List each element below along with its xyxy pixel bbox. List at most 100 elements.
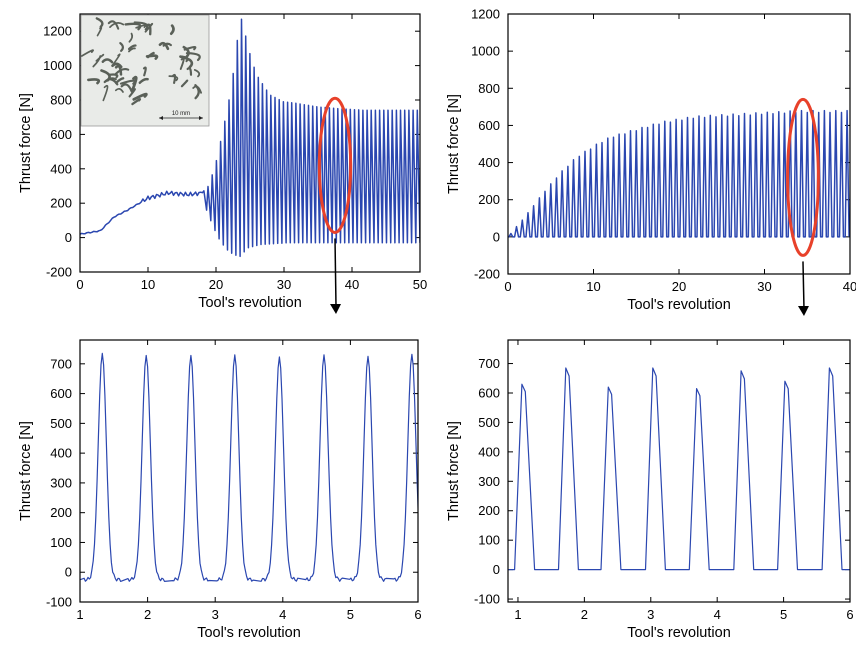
chip-icon	[107, 20, 120, 30]
chip-icon	[133, 21, 149, 31]
x-tick-label: 6	[846, 607, 853, 622]
y-tick-label: 0	[493, 562, 500, 577]
x-tick-label: 5	[780, 607, 787, 622]
y-axis-label: Thrust force [N]	[446, 94, 462, 194]
chip-icon	[108, 73, 119, 79]
plot-frame	[79, 339, 419, 603]
y-tick-label: 200	[50, 505, 72, 520]
chip-icon	[179, 55, 194, 69]
x-tick-label: 4	[279, 607, 286, 622]
y-tick-label: 1000	[43, 58, 72, 73]
x-tick-label: 30	[757, 279, 771, 294]
chip-icon	[132, 92, 148, 101]
chip-icon	[102, 84, 109, 102]
x-tick-label: 3	[212, 607, 219, 622]
chip-icon	[144, 22, 154, 33]
y-tick-label: 600	[50, 127, 72, 142]
chip-photo-inset: 10 mm	[80, 14, 210, 127]
y-tick-label: 0	[65, 565, 72, 580]
y-tick-label: 200	[50, 196, 72, 211]
chip-icon	[120, 83, 133, 93]
series-line-thrust-force	[508, 367, 850, 571]
chip-icon	[145, 23, 152, 36]
chip-icon	[80, 49, 95, 57]
chart-panel-top-left: 0 10 20 30 40 50 -200 0 200 400 600 800 1000 1200 Tool…	[18, 13, 427, 314]
chip-icon	[135, 24, 147, 29]
y-tick-label: 400	[50, 161, 72, 176]
arrow-head-icon	[797, 306, 809, 316]
y-tick-label: 100	[50, 535, 72, 550]
y-tick-label: 800	[478, 81, 500, 96]
chip-icon	[162, 42, 172, 47]
chip-icon	[128, 88, 136, 98]
x-tick-label: 20	[672, 279, 686, 294]
x-tick-label: 10	[586, 279, 600, 294]
series-line-thrust-force	[80, 18, 420, 258]
x-tick-label: 1	[514, 607, 521, 622]
chip-icon	[119, 79, 136, 85]
chip-icon	[114, 68, 130, 75]
chip-icon	[127, 44, 137, 51]
y-axis-label: Thrust force [N]	[18, 93, 34, 193]
x-tick-label: 1	[76, 607, 83, 622]
y-tick-label: -200	[46, 265, 72, 280]
y-tick-label: 1200	[471, 7, 500, 22]
y-tick-label: -100	[474, 592, 500, 607]
chip-icon	[168, 75, 179, 82]
chip-icon	[96, 26, 103, 37]
highlight-ellipse-icon	[317, 96, 353, 234]
y-tick-label: 700	[50, 356, 72, 371]
chart-panel-bottom-left: 1 2 3 4 5 6 -100 0 100 200 300 400 500 600 700 Tool's r…	[18, 339, 422, 641]
y-tick-label: -200	[474, 267, 500, 282]
chip-icon	[180, 79, 189, 88]
y-tick-label: -100	[46, 595, 72, 610]
chip-icon	[128, 47, 136, 53]
y-tick-label: 200	[478, 192, 500, 207]
arrow-head-icon	[330, 304, 341, 314]
y-axis-label: Thrust force [N]	[18, 421, 34, 521]
y-tick-label: 1200	[43, 24, 72, 39]
x-tick-label: 5	[347, 607, 354, 622]
x-tick-label: 3	[647, 607, 654, 622]
y-tick-label: 200	[478, 503, 500, 518]
y-tick-label: 100	[478, 533, 500, 548]
chip-icon	[146, 51, 155, 59]
plot-frame	[507, 339, 851, 603]
chip-icon	[95, 53, 105, 62]
down-arrow-icon	[802, 261, 805, 309]
chip-icon	[169, 24, 175, 36]
y-tick-label: 600	[478, 385, 500, 400]
chip-icon	[186, 67, 193, 76]
x-axis-label: Tool's revolution	[197, 625, 301, 641]
chip-icon	[158, 41, 170, 51]
y-tick-label: 1000	[471, 44, 500, 59]
y-tick-label: 0	[493, 229, 500, 244]
x-tick-label: 4	[714, 607, 721, 622]
x-axis-label: Tool's revolution	[627, 625, 731, 641]
down-arrow-icon	[334, 238, 337, 307]
series-line-thrust-force	[508, 109, 850, 238]
chip-icon	[87, 78, 101, 85]
y-tick-label: 400	[478, 444, 500, 459]
x-tick-label: 20	[209, 277, 223, 292]
x-axis-label: Tool's revolution	[198, 295, 302, 311]
x-tick-label: 10	[141, 277, 155, 292]
chip-icon	[109, 22, 125, 28]
chip-icon	[101, 58, 114, 64]
chip-icon	[138, 77, 149, 85]
chip-icon	[142, 66, 147, 77]
chip-icon	[119, 42, 124, 52]
chip-icon	[114, 87, 124, 93]
x-tick-label: 2	[144, 607, 151, 622]
chip-icon	[112, 53, 121, 66]
y-tick-label: 700	[478, 356, 500, 371]
x-tick-label: 40	[843, 279, 856, 294]
x-tick-label: 6	[414, 607, 421, 622]
chip-icon	[182, 45, 190, 58]
highlight-ellipse-icon	[786, 97, 820, 257]
x-tick-label: 30	[277, 277, 291, 292]
y-tick-label: 500	[50, 416, 72, 431]
scale-bar-label: 10 mm	[172, 111, 190, 117]
y-tick-label: 400	[50, 446, 72, 461]
y-tick-label: 800	[50, 93, 72, 108]
